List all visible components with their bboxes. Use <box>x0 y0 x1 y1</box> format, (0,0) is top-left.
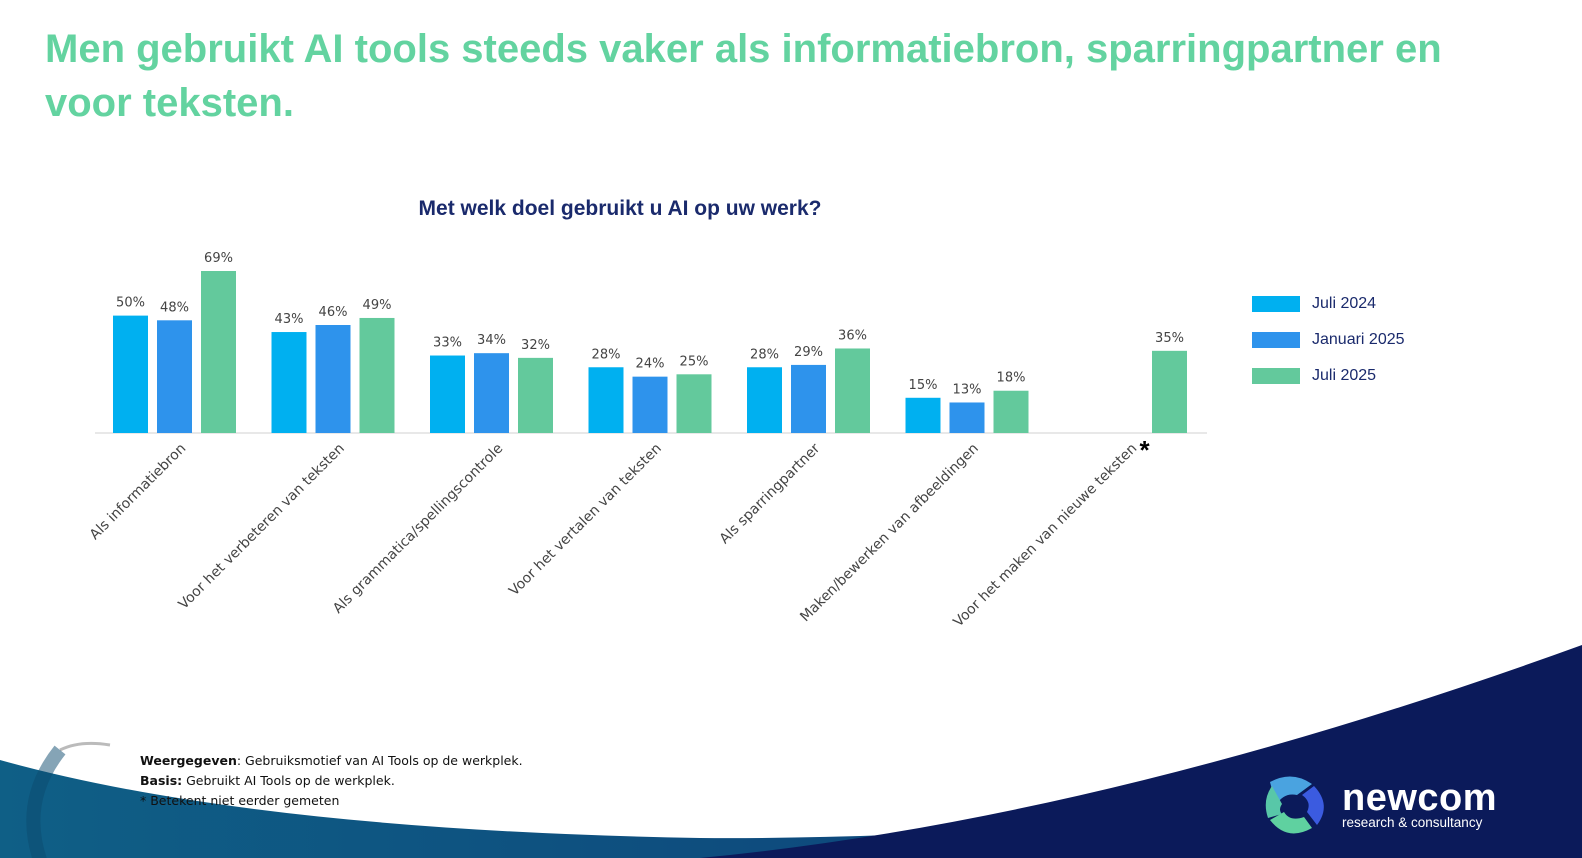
bar <box>791 364 826 433</box>
legend-swatch <box>1252 296 1300 312</box>
data-label: 50% <box>116 296 145 311</box>
logo-mark-icon <box>1265 776 1324 834</box>
legend-label: Juli 2025 <box>1312 367 1377 384</box>
data-label: 28% <box>750 347 779 362</box>
data-label: 34% <box>477 333 506 348</box>
legend-label: Januari 2025 <box>1312 331 1405 348</box>
data-label: 33% <box>433 336 462 351</box>
data-label: 35% <box>1155 331 1184 346</box>
bar <box>835 348 870 433</box>
category-label: Als sparringpartner <box>717 440 824 547</box>
bar <box>993 390 1029 433</box>
bar <box>1152 350 1187 433</box>
bar <box>905 397 941 433</box>
category-label: Voor het vertalen van teksten <box>506 441 665 600</box>
bar <box>747 367 782 433</box>
category-label: Als informatiebron <box>87 441 190 544</box>
newcom-logo: newcom research & consultancy <box>1262 770 1497 840</box>
legend-item: Juli 2025 <box>1252 358 1405 394</box>
data-label: 49% <box>363 298 392 313</box>
data-label: 29% <box>794 345 823 360</box>
category-label: Voor het verbeteren van teksten <box>176 441 348 613</box>
data-label: 13% <box>953 382 982 397</box>
data-label: 32% <box>521 338 550 353</box>
logo-name: newcom <box>1342 776 1498 819</box>
legend-label: Juli 2024 <box>1312 295 1377 312</box>
data-label: 15% <box>909 378 938 393</box>
category-label: Maken/bewerken van afbeeldingen <box>797 441 982 626</box>
footnotes: Weergegeven: Gebruiksmotief van AI Tools… <box>140 751 523 811</box>
bar <box>113 315 148 433</box>
note-label: Basis: <box>140 773 183 788</box>
data-label: 28% <box>592 347 621 362</box>
logo-tagline: research & consultancy <box>1342 814 1483 830</box>
bar <box>676 374 712 433</box>
data-label: 69% <box>204 251 233 266</box>
data-label: 48% <box>160 300 189 315</box>
legend-item: Juli 2024 <box>1252 286 1405 322</box>
bar <box>588 367 624 433</box>
data-label: 24% <box>636 357 665 372</box>
category-label: Voor het maken van nieuwe teksten <box>951 441 1141 631</box>
data-label: 25% <box>680 354 709 369</box>
note-text: : Gebruiksmotief van AI Tools op de werk… <box>236 753 523 768</box>
bar <box>157 320 192 433</box>
chart-title: Met welk doel gebruikt u AI op uw werk? <box>418 197 822 220</box>
data-label: 46% <box>319 305 348 320</box>
legend-item: Januari 2025 <box>1252 322 1405 358</box>
bar <box>949 402 985 433</box>
data-label: 43% <box>275 312 304 327</box>
data-label: 18% <box>997 371 1026 386</box>
bar <box>632 376 668 433</box>
slide-title: Men gebruikt AI tools steeds vaker als i… <box>45 27 1442 125</box>
note-asterisk: * Betekent niet eerder gemeten <box>140 793 340 808</box>
bar <box>359 317 395 433</box>
bar <box>201 271 236 433</box>
data-label: 36% <box>838 328 867 343</box>
note-label: Weergegeven <box>140 753 237 768</box>
bar <box>315 325 351 433</box>
asterisk-marker: * <box>1140 435 1151 465</box>
category-label: Als grammatica/spellingscontrole <box>330 441 506 617</box>
note-text: Gebruikt AI Tools op de werkplek. <box>182 773 395 788</box>
legend: Juli 2024 Januari 2025 Juli 2025 <box>1252 286 1405 394</box>
bar <box>474 353 509 433</box>
bar <box>518 357 553 433</box>
bar <box>271 332 307 433</box>
legend-swatch <box>1252 368 1300 384</box>
legend-swatch <box>1252 332 1300 348</box>
bar <box>430 355 465 433</box>
